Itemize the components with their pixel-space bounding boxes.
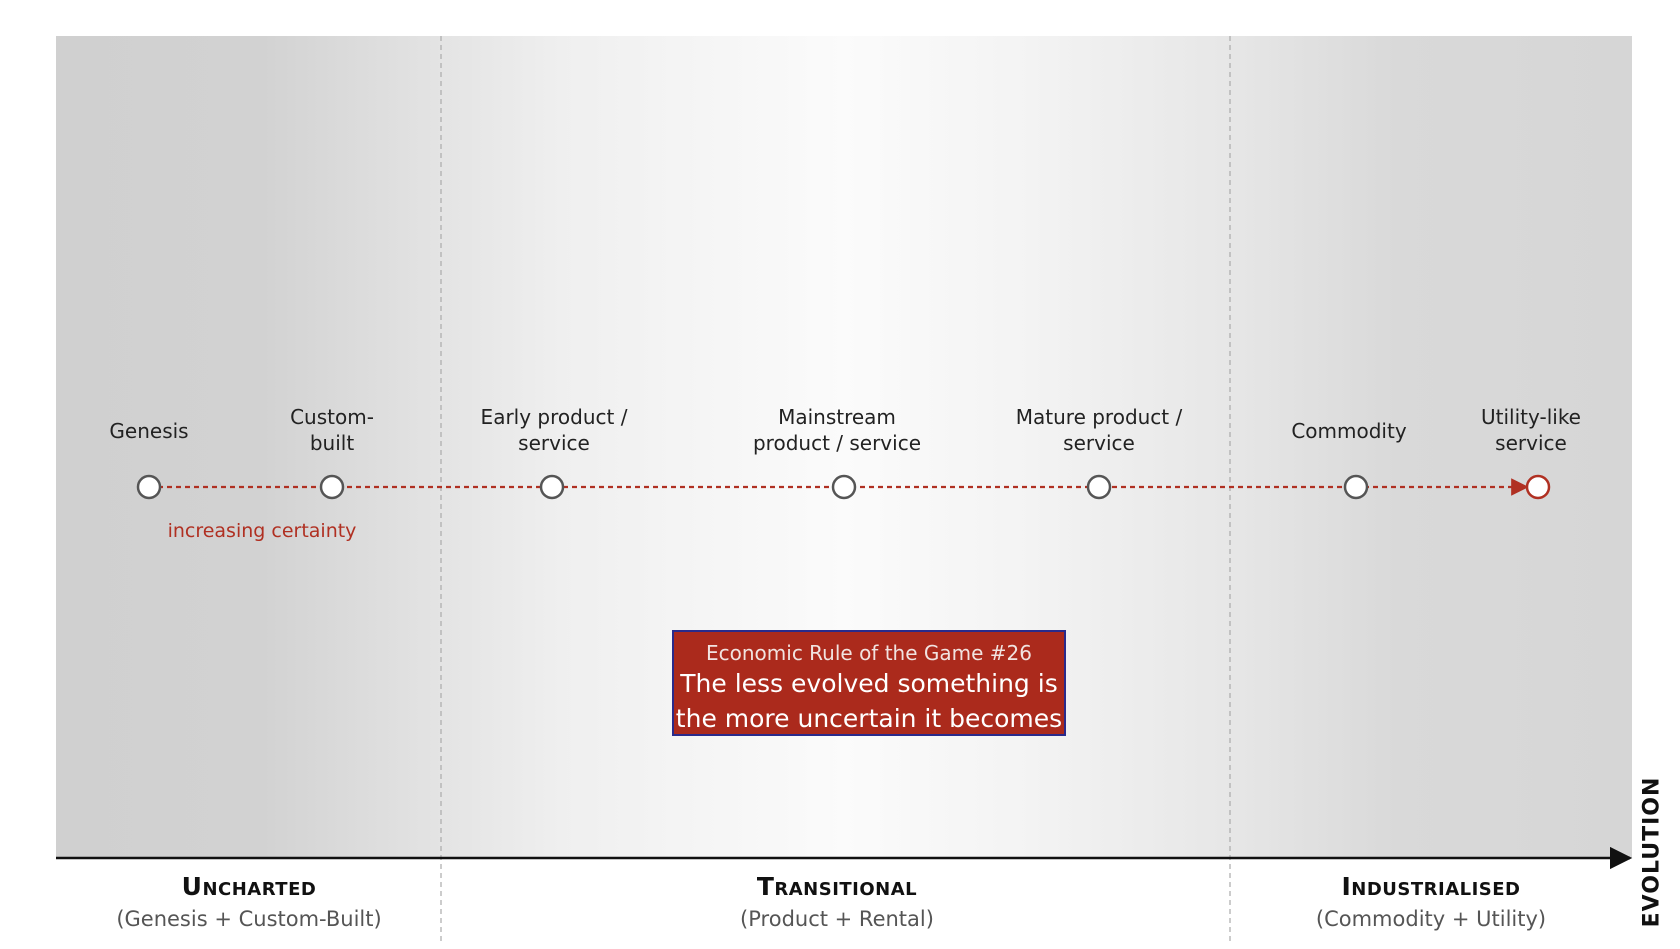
phase-transitional: Transitional (Product + Rental) [740, 872, 934, 931]
phase-name-transitional: Transitional [756, 872, 918, 901]
phase-sub-uncharted: (Genesis + Custom-Built) [116, 907, 382, 931]
phase-industrialised: Industrialised (Commodity + Utility) [1316, 872, 1546, 931]
node-genesis [136, 474, 162, 500]
rule-line-2: the more uncertain it becomes [675, 704, 1063, 733]
node-custom-built [319, 474, 345, 500]
node-utility-like [1525, 474, 1551, 500]
node-mature-product [1086, 474, 1112, 500]
stage-label-mainstream-product: Mainstream product / service [752, 405, 922, 455]
phase-name-industrialised: Industrialised [1341, 872, 1521, 901]
stage-label-commodity: Commodity [1291, 419, 1407, 443]
phase-sub-industrialised: (Commodity + Utility) [1315, 907, 1547, 931]
stage-label-utility-like: Utility-like service [1481, 405, 1581, 455]
certainty-label: increasing certainty [167, 520, 357, 542]
node-mainstream-product [831, 474, 857, 500]
phase-name-uncharted: Uncharted [181, 872, 317, 901]
axis-label-evolution: EVOLUTION [1639, 776, 1665, 928]
stage-label-mature-product: Mature product / service [1015, 405, 1183, 455]
rule-line-1: The less evolved something is [680, 669, 1058, 698]
rule-title: Economic Rule of the Game #26 [706, 641, 1032, 665]
stage-label-genesis: Genesis [109, 419, 189, 443]
node-early-product [539, 474, 565, 500]
stage-label-custom-built: Custom- built [290, 405, 374, 455]
stage-label-early-product: Early product / service [480, 405, 628, 455]
phase-uncharted: Uncharted (Genesis + Custom-Built) [116, 872, 381, 931]
phase-sub-transitional: (Product + Rental) [740, 907, 934, 931]
node-commodity [1343, 474, 1369, 500]
rule-box: Economic Rule of the Game #26 The less e… [672, 630, 1066, 736]
